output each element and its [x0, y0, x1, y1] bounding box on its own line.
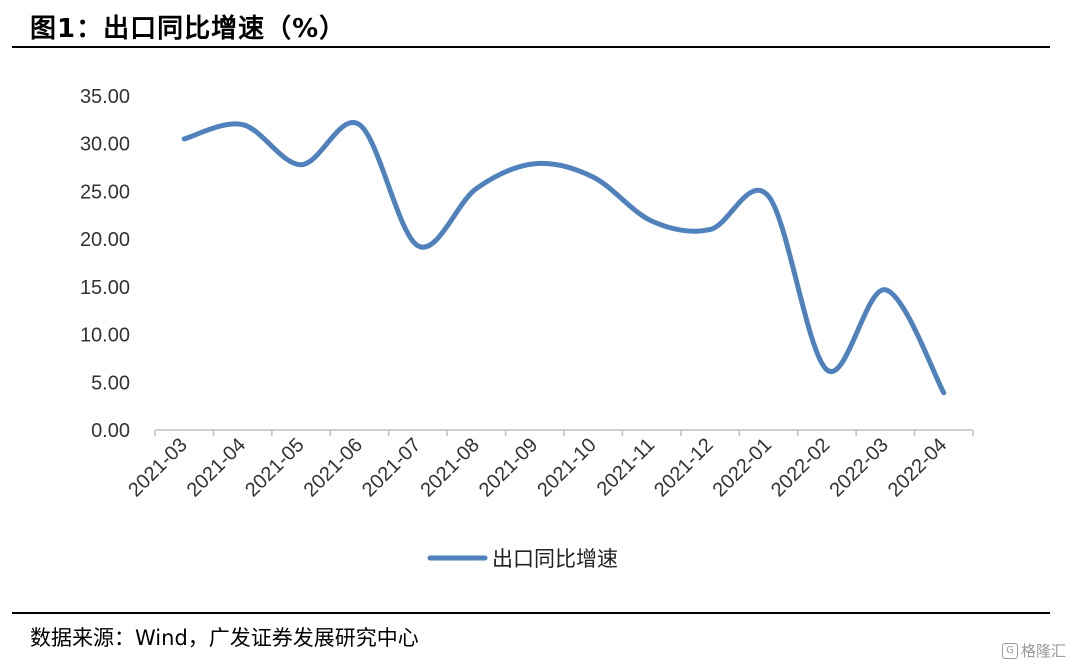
x-tick-label: 2021-12	[650, 434, 717, 501]
x-tick-label: 2021-07	[358, 434, 425, 501]
watermark: G 格隆汇	[1001, 640, 1066, 661]
x-tick-label: 2021-06	[300, 434, 367, 501]
x-tick-label: 2022-04	[884, 434, 951, 501]
chart-legend: 出口同比增速	[427, 547, 618, 571]
y-tick-label: 5.00	[91, 372, 130, 394]
y-tick-label: 30.00	[80, 134, 130, 156]
x-tick-label: 2022-02	[767, 434, 834, 501]
watermark-logo-icon: G	[1001, 642, 1018, 659]
y-tick-label: 10.00	[80, 325, 130, 347]
x-tick-label: 2021-03	[124, 434, 191, 501]
x-tick-label: 2021-08	[416, 434, 483, 501]
bottom-divider	[12, 612, 1050, 614]
chart-series	[181, 120, 947, 396]
line-chart: 0.00 5.00 10.00 15.00 20.00 25.00 30.00 35.00 2…	[80, 86, 974, 571]
data-source-note: 数据来源：Wind，广发证券发展研究中心	[30, 626, 419, 650]
x-tick-labels: 2021-032021-042021-052021-062021-072021-…	[124, 434, 951, 501]
x-tick-label: 2022-01	[709, 434, 776, 501]
x-tick-label: 2022-03	[825, 434, 892, 501]
x-tick-label: 2021-11	[593, 434, 659, 500]
x-tick-label: 2021-04	[183, 434, 250, 501]
top-divider	[12, 46, 1050, 48]
page-title: 图1：出口同比增速（%）	[30, 14, 347, 44]
y-tick-label: 35.00	[80, 86, 130, 108]
y-tick-labels: 0.00 5.00 10.00 15.00 20.00 25.00 30.00 35.00	[80, 86, 130, 442]
chart-axes	[154, 429, 974, 436]
y-tick-label: 0.00	[91, 420, 130, 442]
y-tick-label: 15.00	[80, 277, 130, 299]
x-tick-label: 2021-05	[241, 434, 308, 501]
x-tick-label: 2021-09	[475, 434, 542, 501]
legend-label: 出口同比增速	[492, 547, 618, 571]
x-tick-label: 2021-10	[533, 434, 600, 501]
y-tick-label: 25.00	[80, 181, 130, 203]
watermark-text: 格隆汇	[1020, 642, 1066, 660]
series-line-export-growth	[181, 120, 947, 396]
y-tick-label: 20.00	[80, 229, 130, 251]
